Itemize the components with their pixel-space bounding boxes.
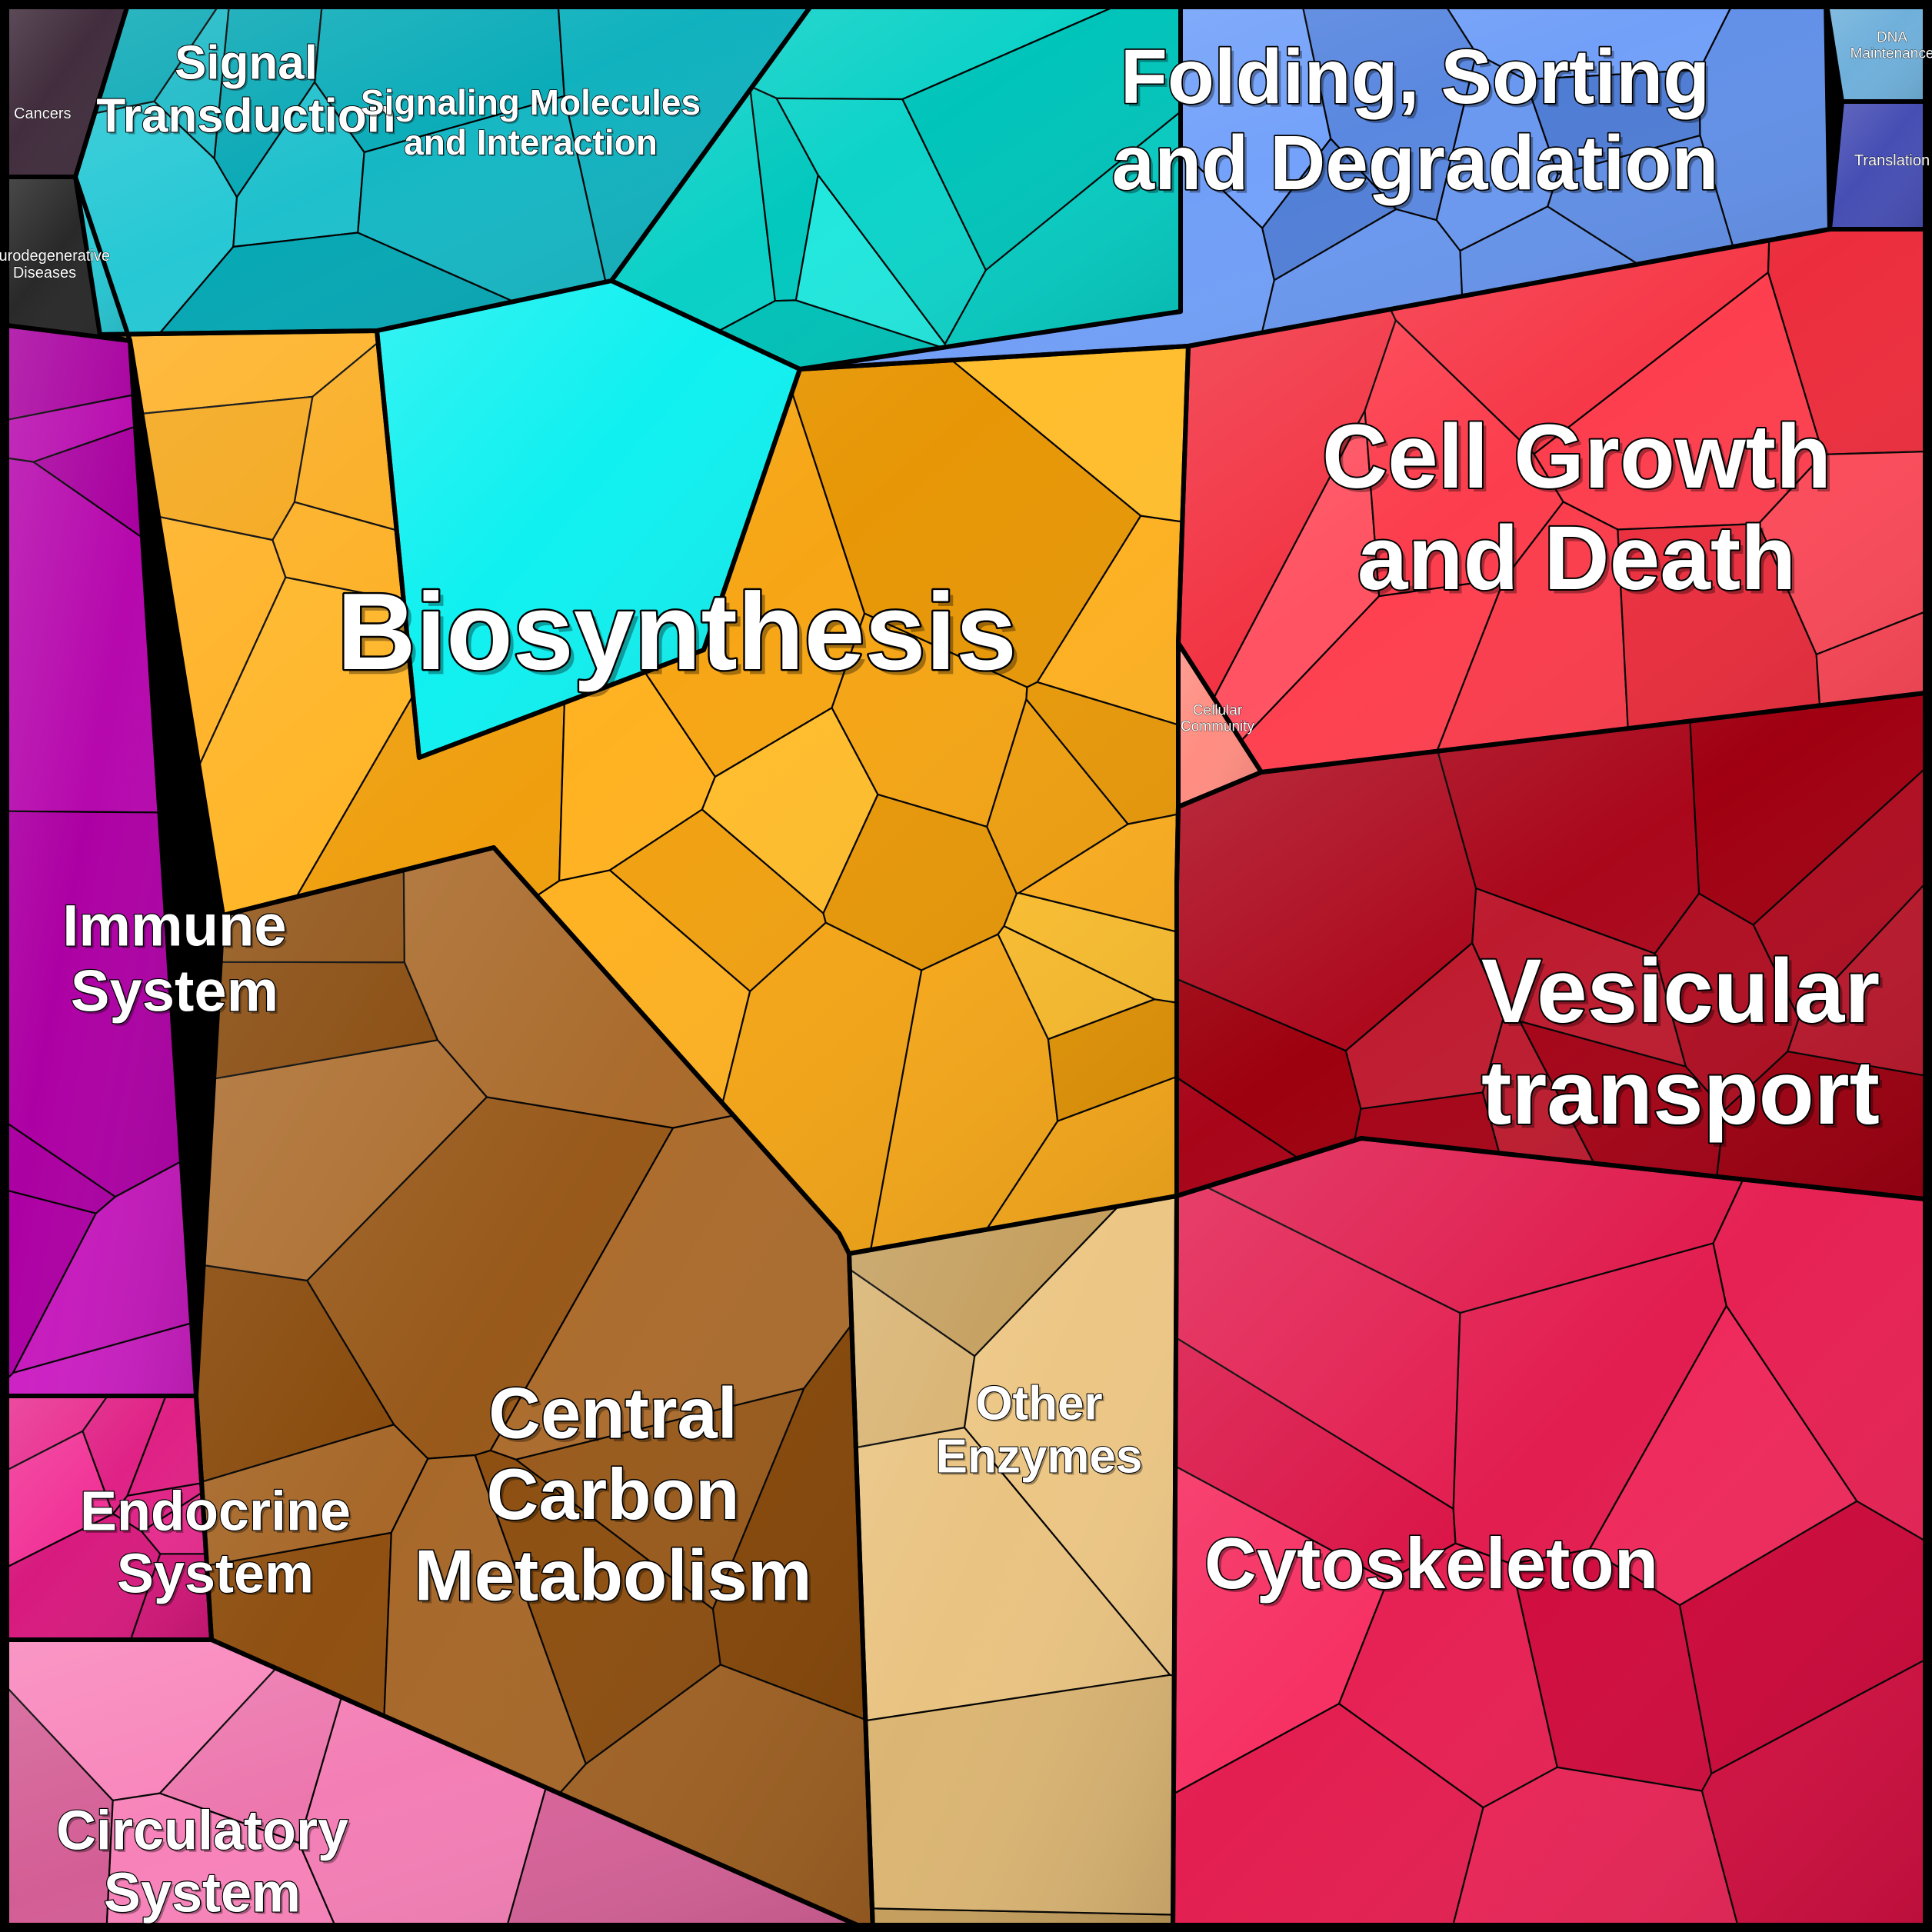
svg-text:Neurodegenerative: Neurodegenerative: [0, 248, 110, 265]
svg-text:System: System: [104, 1862, 301, 1924]
svg-text:and Degradation: and Degradation: [1112, 120, 1719, 206]
svg-text:Carbon: Carbon: [487, 1454, 740, 1534]
svg-text:Cancers: Cancers: [14, 105, 71, 122]
svg-text:Maintenance: Maintenance: [1850, 46, 1932, 62]
svg-text:Vesicular: Vesicular: [1481, 941, 1880, 1042]
svg-text:Signal: Signal: [175, 36, 318, 89]
svg-text:Community: Community: [1181, 719, 1255, 735]
svg-text:Diseases: Diseases: [13, 265, 76, 281]
svg-text:Translation: Translation: [1854, 152, 1930, 169]
svg-text:Circulatory: Circulatory: [56, 1800, 348, 1862]
svg-text:Signaling Molecules: Signaling Molecules: [361, 82, 701, 122]
svg-text:and Interaction: and Interaction: [404, 122, 658, 162]
svg-text:Central: Central: [488, 1373, 738, 1454]
svg-text:System: System: [117, 1543, 314, 1604]
svg-text:Cellular: Cellular: [1193, 702, 1243, 718]
svg-text:System: System: [71, 959, 278, 1024]
svg-text:Enzymes: Enzymes: [936, 1431, 1143, 1484]
svg-text:Endocrine: Endocrine: [80, 1481, 351, 1543]
svg-text:Biosynthesis: Biosynthesis: [337, 571, 1017, 693]
svg-text:Transduction: Transduction: [96, 90, 395, 143]
svg-text:Cell Growth: Cell Growth: [1322, 406, 1831, 508]
svg-text:and Death: and Death: [1357, 508, 1796, 609]
svg-text:Cytoskeleton: Cytoskeleton: [1204, 1523, 1658, 1604]
svg-text:Other: Other: [975, 1377, 1102, 1430]
svg-text:Metabolism: Metabolism: [414, 1534, 811, 1615]
svg-text:DNA: DNA: [1877, 29, 1907, 45]
svg-text:Immune: Immune: [62, 893, 286, 958]
svg-text:transport: transport: [1481, 1042, 1880, 1144]
svg-text:Folding, Sorting: Folding, Sorting: [1121, 34, 1710, 120]
